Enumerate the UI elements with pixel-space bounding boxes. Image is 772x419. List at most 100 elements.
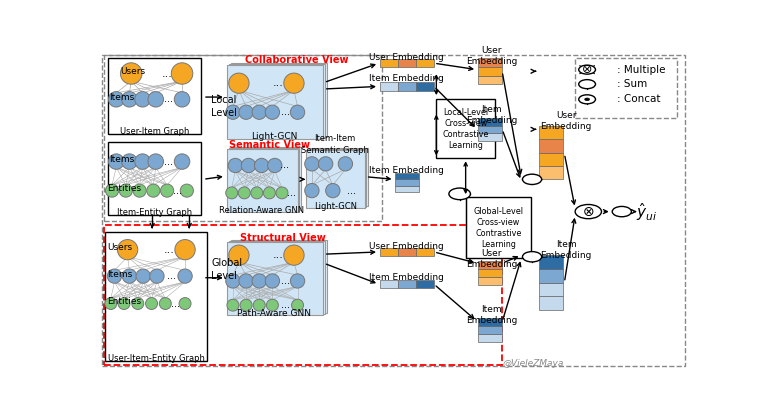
Ellipse shape <box>174 92 190 107</box>
Text: User
Embedding: User Embedding <box>540 111 592 131</box>
Ellipse shape <box>284 73 304 93</box>
Bar <box>380 59 398 67</box>
Ellipse shape <box>106 184 119 197</box>
Text: User-Item-Entity Graph: User-Item-Entity Graph <box>108 354 205 363</box>
Ellipse shape <box>122 92 137 107</box>
Bar <box>478 126 502 133</box>
Text: Light-GCN: Light-GCN <box>313 202 357 211</box>
Text: Path-Aware GNN: Path-Aware GNN <box>237 309 311 318</box>
Bar <box>398 59 416 67</box>
Text: Collaborative View: Collaborative View <box>245 55 348 65</box>
Text: Users: Users <box>120 67 146 76</box>
Bar <box>539 296 564 310</box>
Ellipse shape <box>135 154 151 169</box>
Bar <box>227 242 323 316</box>
Bar <box>539 282 564 296</box>
Ellipse shape <box>305 184 319 198</box>
Ellipse shape <box>146 297 157 310</box>
Circle shape <box>449 188 470 200</box>
Circle shape <box>579 95 595 104</box>
Bar <box>416 59 434 67</box>
Circle shape <box>579 80 595 89</box>
Ellipse shape <box>266 274 279 288</box>
Ellipse shape <box>290 105 305 119</box>
Bar <box>539 255 564 269</box>
Bar <box>398 82 416 91</box>
Ellipse shape <box>175 240 195 260</box>
Bar <box>478 118 502 126</box>
Circle shape <box>523 251 542 262</box>
Ellipse shape <box>108 92 124 107</box>
Text: ...: ... <box>164 94 174 104</box>
Text: Local-Level
Cross-view
Contrastive
Learning: Local-Level Cross-view Contrastive Learn… <box>442 108 489 150</box>
Ellipse shape <box>148 154 164 169</box>
Bar <box>395 173 419 179</box>
Ellipse shape <box>305 157 319 171</box>
Ellipse shape <box>326 184 340 198</box>
Bar <box>108 142 201 215</box>
Bar <box>478 269 502 277</box>
Ellipse shape <box>263 187 276 199</box>
Ellipse shape <box>122 269 137 283</box>
Text: Items: Items <box>109 93 134 102</box>
Ellipse shape <box>268 158 282 173</box>
Text: User
Embedding: User Embedding <box>466 248 517 269</box>
Ellipse shape <box>229 73 249 93</box>
Ellipse shape <box>119 184 133 197</box>
Ellipse shape <box>159 297 171 310</box>
Ellipse shape <box>239 187 250 199</box>
Text: ...: ... <box>281 300 290 310</box>
Text: Item-Entity Graph: Item-Entity Graph <box>117 208 192 217</box>
Bar <box>575 58 677 118</box>
Bar <box>539 126 564 140</box>
Bar <box>539 269 564 282</box>
Text: Item
Embedding: Item Embedding <box>466 105 517 125</box>
Ellipse shape <box>225 105 240 119</box>
Ellipse shape <box>108 154 124 169</box>
Bar <box>231 62 327 137</box>
Text: User Embedding: User Embedding <box>369 242 444 251</box>
Bar <box>231 240 327 313</box>
Ellipse shape <box>276 187 288 199</box>
Circle shape <box>584 98 590 101</box>
Circle shape <box>579 65 595 74</box>
Text: Items: Items <box>107 270 133 279</box>
Text: ...: ... <box>161 69 172 78</box>
Ellipse shape <box>174 154 190 169</box>
Ellipse shape <box>133 184 146 197</box>
Ellipse shape <box>179 297 191 310</box>
Ellipse shape <box>229 158 242 173</box>
Bar <box>310 148 368 207</box>
Ellipse shape <box>178 269 192 283</box>
Ellipse shape <box>338 157 353 171</box>
Ellipse shape <box>225 187 238 199</box>
Text: ⊗: ⊗ <box>583 204 594 219</box>
Text: Structural View: Structural View <box>240 233 326 243</box>
Ellipse shape <box>242 158 256 173</box>
Text: Item
Embedding: Item Embedding <box>466 305 517 325</box>
Bar <box>416 82 434 91</box>
Ellipse shape <box>229 245 249 265</box>
Ellipse shape <box>132 297 144 310</box>
Text: : Concat: : Concat <box>617 94 661 104</box>
Bar <box>478 277 502 285</box>
Ellipse shape <box>161 184 174 197</box>
Text: ...: ... <box>171 299 180 308</box>
Bar <box>108 58 201 134</box>
Bar <box>416 280 434 288</box>
Ellipse shape <box>122 154 137 169</box>
Text: ...: ... <box>173 186 181 196</box>
Bar <box>478 261 502 269</box>
Ellipse shape <box>239 274 253 288</box>
Ellipse shape <box>227 299 239 311</box>
Ellipse shape <box>292 299 303 311</box>
Circle shape <box>575 204 601 219</box>
Text: ...: ... <box>273 78 284 88</box>
Bar <box>539 140 564 153</box>
Text: Global
Level: Global Level <box>212 259 242 281</box>
Text: Semantic View: Semantic View <box>229 140 310 150</box>
Ellipse shape <box>148 92 164 107</box>
Text: ...: ... <box>281 276 290 286</box>
Bar <box>395 186 419 192</box>
Text: ...: ... <box>164 157 174 167</box>
